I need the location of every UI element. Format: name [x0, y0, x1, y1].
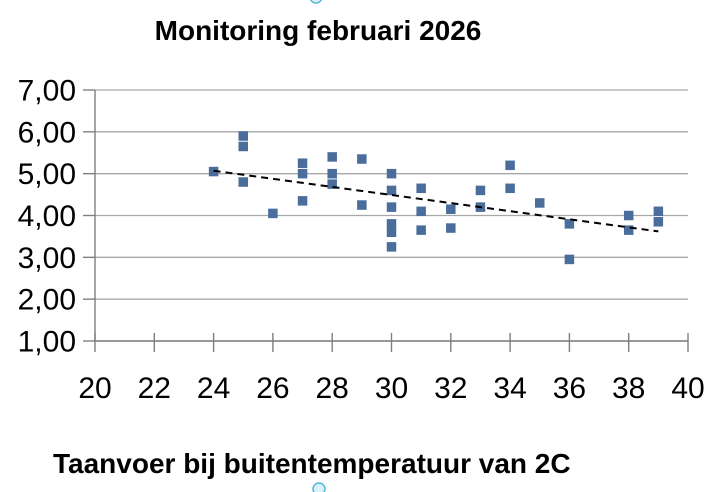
y-tick-label: 4,00 — [18, 200, 76, 233]
scatter-point[interactable] — [475, 185, 486, 196]
scatter-point[interactable] — [386, 242, 397, 252]
scatter-point[interactable] — [297, 196, 308, 206]
scatter-point[interactable] — [327, 152, 337, 162]
scatter-point[interactable] — [564, 254, 575, 265]
x-tick-label: 36 — [553, 372, 586, 405]
selection-handle-bottom[interactable] — [312, 482, 326, 492]
scatter-point[interactable] — [416, 183, 426, 194]
scatter-point[interactable] — [238, 177, 249, 187]
y-tick-label: 1,00 — [18, 326, 76, 359]
y-tick-label: 6,00 — [18, 116, 76, 149]
scatter-point[interactable] — [623, 210, 634, 221]
y-tick-label: 5,00 — [18, 158, 76, 191]
x-tick-label: 22 — [138, 372, 171, 405]
x-tick-label: 40 — [671, 372, 704, 405]
scatter-point[interactable] — [357, 200, 367, 210]
scatter-point[interactable] — [535, 198, 545, 208]
scatter-point[interactable] — [327, 179, 337, 189]
x-tick-label: 28 — [316, 372, 349, 405]
scatter-point[interactable] — [386, 202, 397, 212]
scatter-point[interactable] — [386, 168, 397, 179]
scatter-point[interactable] — [564, 219, 575, 229]
scatter-point[interactable] — [357, 154, 367, 164]
trendline[interactable] — [213, 169, 659, 233]
x-tick-label: 32 — [434, 372, 467, 405]
scatter-point[interactable] — [386, 227, 397, 237]
scatter-point[interactable] — [416, 225, 426, 235]
chart-caption: Taanvoer bij buitentemperatuur van 2C — [53, 448, 571, 479]
scatter-point[interactable] — [297, 158, 308, 168]
scatter-point[interactable] — [446, 204, 456, 214]
selection-handle-top[interactable] — [309, 0, 323, 4]
scatter-point[interactable] — [386, 185, 397, 196]
x-tick-label: 24 — [197, 372, 230, 405]
scatter-point[interactable] — [623, 225, 634, 235]
scatter-point[interactable] — [238, 141, 249, 152]
scatter-point[interactable] — [505, 160, 515, 171]
x-tick-label: 26 — [256, 372, 289, 405]
scatter-point[interactable] — [297, 168, 308, 179]
x-tick-label: 34 — [493, 372, 526, 405]
y-tick-label: 7,00 — [18, 75, 76, 108]
chart-title: Monitoring februari 2026 — [154, 15, 482, 46]
x-tick-label: 30 — [375, 372, 408, 405]
scatter-point[interactable] — [446, 223, 456, 233]
scatter-point[interactable] — [653, 206, 664, 217]
y-tick-label: 3,00 — [18, 242, 76, 275]
scatter-point[interactable] — [653, 217, 664, 227]
scatter-point[interactable] — [238, 131, 249, 141]
y-tick-label: 2,00 — [18, 284, 76, 317]
scatter-point[interactable] — [416, 206, 426, 217]
scatter-point[interactable] — [505, 183, 515, 194]
x-tick-label: 20 — [78, 372, 111, 405]
scatter-point[interactable] — [268, 208, 278, 219]
x-tick-label: 38 — [612, 372, 645, 405]
scatter-point[interactable] — [327, 168, 337, 179]
scatter-point[interactable] — [386, 219, 397, 229]
